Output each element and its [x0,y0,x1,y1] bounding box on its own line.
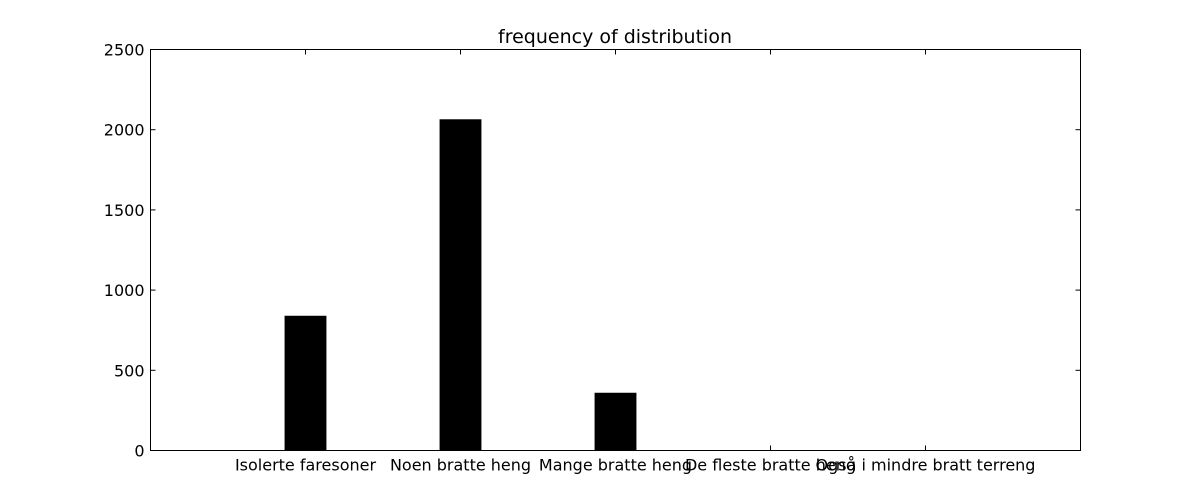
chart-title: frequency of distribution [498,26,732,48]
x-tick-label: Også i mindre bratt terreng [816,456,1036,475]
bar-2 [439,119,482,451]
bar-1 [284,315,327,451]
plot-frame [150,49,1081,451]
y-tick-label: 500 [114,361,145,380]
y-tick-label: 2500 [104,41,145,60]
x-tick-label: Noen bratte heng [390,456,531,475]
y-tick-label: 1500 [104,201,145,220]
x-tick-label: Mange bratte heng [539,456,692,475]
x-tick-label: Isolerte faresoner [235,456,377,475]
y-tick-label: 1000 [104,281,145,300]
x-tick-label: De fleste bratte heng [685,456,856,475]
y-tick-label: 0 [134,442,144,461]
bar-3 [594,392,637,451]
y-tick-label: 2000 [104,121,145,140]
bars-layer [284,119,637,451]
ticks-layer: Isolerte faresoner Noen bratte heng Mange … [104,41,1081,475]
